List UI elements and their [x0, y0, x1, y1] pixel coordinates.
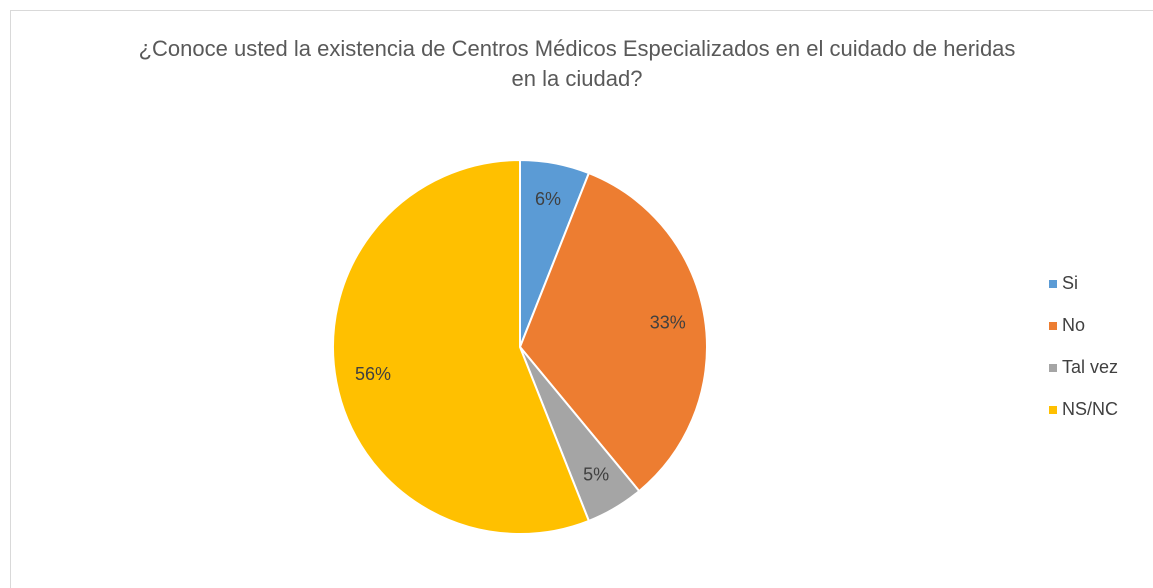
- legend-swatch: [1049, 364, 1057, 372]
- legend-label: NS/NC: [1062, 399, 1118, 419]
- chart-title: ¿Conoce usted la existencia de Centros M…: [138, 36, 1016, 91]
- legend-swatch: [1049, 406, 1057, 414]
- data-label: 33%: [650, 312, 686, 332]
- legend-swatch: [1049, 280, 1057, 288]
- pie-slice: [518, 171, 708, 493]
- pie-slice: [332, 158, 591, 535]
- data-label: 6%: [535, 189, 561, 209]
- legend-label: No: [1062, 315, 1085, 335]
- chart-frame: [10, 10, 1153, 588]
- legend-label: Tal vez: [1062, 357, 1118, 377]
- data-label: 5%: [583, 465, 609, 485]
- data-label: 56%: [355, 364, 391, 384]
- legend-label: Si: [1062, 273, 1078, 293]
- legend-swatch: [1049, 322, 1057, 330]
